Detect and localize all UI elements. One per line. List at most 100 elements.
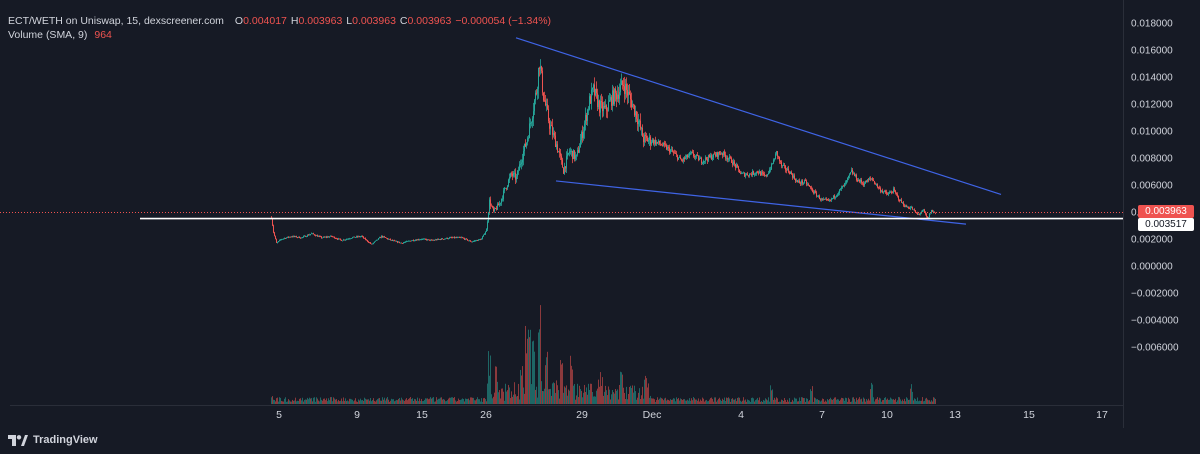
candle-body (756, 171, 757, 174)
volume-bar (495, 366, 496, 404)
volume-bar (567, 395, 568, 404)
candle-body (571, 150, 572, 152)
volume-bar (572, 369, 573, 404)
volume-bar (485, 399, 486, 404)
volume-bar (436, 397, 437, 404)
volume-bar (696, 399, 697, 404)
volume-bar (769, 401, 770, 404)
volume-bar (932, 401, 933, 404)
volume-bar (912, 391, 913, 404)
candle-body (652, 139, 653, 142)
candle-body (663, 142, 664, 146)
candle-body (733, 161, 734, 165)
candle-body (785, 165, 786, 170)
volume-bar (283, 401, 284, 404)
candle-body (372, 243, 373, 245)
volume-bar (905, 401, 906, 404)
candle-body (677, 154, 678, 160)
volume-bar (890, 397, 891, 404)
volume-bar (403, 400, 404, 404)
candle-body (469, 240, 470, 242)
candle-body (913, 209, 914, 211)
candle-body (397, 241, 398, 243)
candle-body (838, 192, 839, 195)
candle-body (407, 241, 408, 242)
volume-bar (812, 386, 813, 404)
candle-body (585, 115, 586, 124)
candle-body (322, 237, 323, 239)
candle-body (584, 123, 585, 132)
candle-body (671, 149, 672, 151)
candle-body (442, 238, 443, 240)
volume-bar (685, 400, 686, 404)
volume-bar (514, 382, 515, 404)
volume-bar (459, 399, 460, 404)
volume-bar (600, 372, 601, 404)
volume-bar (493, 396, 494, 404)
volume-bar (628, 393, 629, 404)
low-value: 0.003963 (352, 15, 396, 27)
candle-body (462, 237, 463, 239)
volume-bar (419, 398, 420, 404)
time-axis[interactable]: 5 9 15 26 29 Dec 4 7 10 13 15 17 (276, 409, 1108, 421)
volume-bar (597, 388, 598, 404)
candle-body (276, 239, 277, 243)
volume-bar (578, 397, 579, 404)
candle-body (774, 159, 775, 161)
candle-body (834, 195, 835, 198)
candle-body (765, 175, 766, 177)
volume-bar (803, 398, 804, 404)
candle-body (925, 212, 926, 214)
volume-bar (423, 400, 424, 404)
candle-body (719, 152, 720, 154)
volume-bar (625, 399, 626, 404)
tradingview-logo[interactable]: TradingView (8, 434, 98, 446)
candle-body (713, 153, 714, 158)
volume-bar (603, 395, 604, 404)
candle-body (877, 183, 878, 188)
low-label: L (346, 15, 353, 27)
time-tick-label: 7 (819, 409, 825, 421)
volume-bar (333, 397, 334, 404)
volume-bar (664, 398, 665, 404)
price-axis[interactable]: 0.018000 0.016000 0.014000 0.012000 0.010000… (1131, 19, 1179, 354)
volume-bar (873, 397, 874, 404)
volume-bar (892, 399, 893, 404)
candle-body (666, 145, 667, 150)
candle-body (775, 153, 776, 160)
volume-bar (876, 398, 877, 404)
volume-bar (431, 398, 432, 404)
volume-bar (560, 360, 561, 404)
candle-body (389, 238, 390, 240)
volume-bar (820, 401, 821, 404)
volume-bar (710, 398, 711, 404)
candle-body (807, 184, 808, 186)
candle-body (864, 183, 865, 186)
volume-bar (377, 399, 378, 404)
candle-body (797, 180, 798, 182)
candle-body (423, 238, 424, 240)
candle-body (735, 163, 736, 168)
candle-body (907, 207, 908, 208)
volume-bar (915, 399, 916, 404)
candle-body (615, 88, 616, 93)
volume-bar (736, 401, 737, 404)
candle-body (564, 166, 565, 174)
candle-body (920, 213, 921, 214)
volume-bar (296, 401, 297, 404)
candle-body (931, 209, 932, 214)
volume-bar (848, 397, 849, 404)
volume-bar (772, 389, 773, 404)
candle-body (892, 192, 893, 194)
volume-label[interactable]: Volume (SMA, 9) (8, 29, 88, 41)
volume-bar (898, 397, 899, 404)
volume-bar (813, 401, 814, 404)
candle-body (441, 238, 442, 240)
time-tick-label: 4 (738, 409, 744, 421)
volume-bar (549, 389, 550, 404)
candle-body (863, 183, 864, 186)
symbol-label[interactable]: ECT/WETH on Uniswap, 15, dexscreener.com (8, 15, 224, 27)
candle-body (334, 236, 335, 239)
volume-bar (877, 397, 878, 404)
